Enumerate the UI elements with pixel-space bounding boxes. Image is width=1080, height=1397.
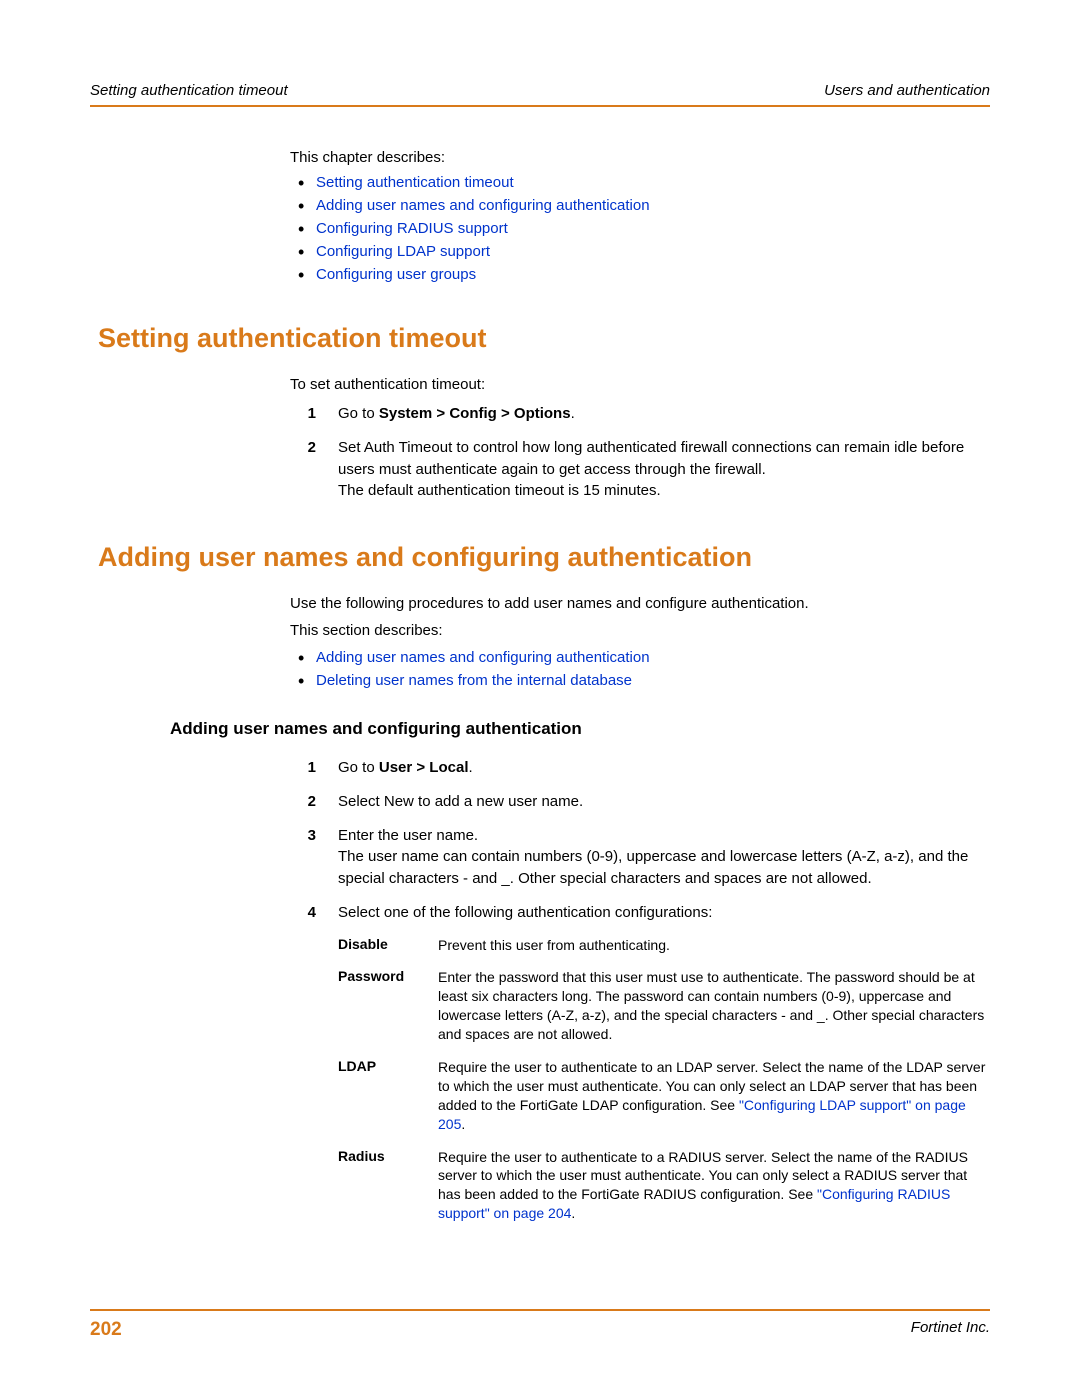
def-row-disable: Disable Prevent this user from authentic…	[338, 936, 990, 955]
def-row-password: Password Enter the password that this us…	[338, 968, 990, 1044]
def-desc: Require the user to authenticate to a RA…	[438, 1148, 990, 1224]
def-tail: .	[571, 1205, 575, 1221]
subsection-body: 1 Go to User > Local. 2 Select New to ad…	[290, 757, 990, 1223]
page-number: 202	[90, 1319, 122, 1341]
section-link[interactable]: Adding user names and configuring authen…	[290, 649, 990, 666]
step-number: 1	[276, 403, 316, 425]
step-after: The user name can contain numbers (0-9),…	[338, 848, 968, 887]
section2-p1: Use the following procedures to add user…	[290, 595, 990, 612]
step-text: Select one of the following authenticati…	[338, 904, 712, 921]
step-item: 4 Select one of the following authentica…	[290, 902, 990, 924]
company-name: Fortinet Inc.	[911, 1319, 990, 1341]
section1-steps: 1 Go to System > Config > Options. 2 Set…	[290, 403, 990, 502]
chapter-intro: This chapter describes: Setting authenti…	[290, 149, 990, 283]
def-row-radius: Radius Require the user to authenticate …	[338, 1148, 990, 1224]
step-number: 2	[276, 437, 316, 459]
step-item: 1 Go to System > Config > Options.	[290, 403, 990, 425]
section-link[interactable]: Deleting user names from the internal da…	[290, 672, 990, 689]
step-text: Set Auth Timeout to control how long aut…	[338, 439, 964, 478]
step-number: 4	[276, 902, 316, 924]
page-footer: 202 Fortinet Inc.	[90, 1309, 990, 1341]
step-item: 1 Go to User > Local.	[290, 757, 990, 779]
def-tail: .	[461, 1116, 465, 1132]
step-item: 2 Select New to add a new user name.	[290, 791, 990, 813]
def-label: Password	[338, 968, 438, 1044]
step-number: 3	[276, 825, 316, 847]
section-heading-auth-timeout: Setting authentication timeout	[98, 323, 990, 354]
step-after: The default authentication timeout is 15…	[338, 482, 661, 499]
step-text-bold: System > Config > Options	[379, 405, 571, 422]
chapter-link[interactable]: Configuring LDAP support	[290, 243, 990, 260]
header-left: Setting authentication timeout	[90, 82, 288, 99]
step-text-bold: User > Local	[379, 759, 469, 776]
def-desc: Require the user to authenticate to an L…	[438, 1058, 990, 1134]
step-item: 3 Enter the user name. The user name can…	[290, 825, 990, 890]
header-right: Users and authentication	[824, 82, 990, 99]
page-header: Setting authentication timeout Users and…	[90, 82, 990, 107]
subsection-heading: Adding user names and configuring authen…	[170, 719, 990, 739]
chapter-link[interactable]: Setting authentication timeout	[290, 174, 990, 191]
step-text-post: .	[469, 759, 473, 776]
def-row-ldap: LDAP Require the user to authenticate to…	[338, 1058, 990, 1134]
intro-lead: This chapter describes:	[290, 149, 990, 166]
chapter-link[interactable]: Configuring user groups	[290, 266, 990, 283]
def-label: LDAP	[338, 1058, 438, 1134]
step-text-pre: Go to	[338, 405, 379, 422]
step-number: 1	[276, 757, 316, 779]
def-desc: Prevent this user from authenticating.	[438, 936, 990, 955]
section-heading-adding-users: Adding user names and configuring authen…	[98, 542, 990, 573]
step-text: Select New to add a new user name.	[338, 793, 583, 810]
section2-body: Use the following procedures to add user…	[290, 595, 990, 689]
chapter-link-list: Setting authentication timeout Adding us…	[290, 174, 990, 283]
step-item: 2 Set Auth Timeout to control how long a…	[290, 437, 990, 502]
section1-lead: To set authentication timeout:	[290, 376, 990, 393]
section2-p2: This section describes:	[290, 622, 990, 639]
def-desc: Enter the password that this user must u…	[438, 968, 990, 1044]
chapter-link[interactable]: Configuring RADIUS support	[290, 220, 990, 237]
sub-steps: 1 Go to User > Local. 2 Select New to ad…	[290, 757, 990, 924]
chapter-link[interactable]: Adding user names and configuring authen…	[290, 197, 990, 214]
def-label: Disable	[338, 936, 438, 955]
step-text: Enter the user name.	[338, 827, 478, 844]
step-text-post: .	[571, 405, 575, 422]
section2-link-list: Adding user names and configuring authen…	[290, 649, 990, 689]
step-text-pre: Go to	[338, 759, 379, 776]
section1-body: To set authentication timeout: 1 Go to S…	[290, 376, 990, 502]
def-label: Radius	[338, 1148, 438, 1224]
step-number: 2	[276, 791, 316, 813]
auth-config-table: Disable Prevent this user from authentic…	[338, 936, 990, 1224]
